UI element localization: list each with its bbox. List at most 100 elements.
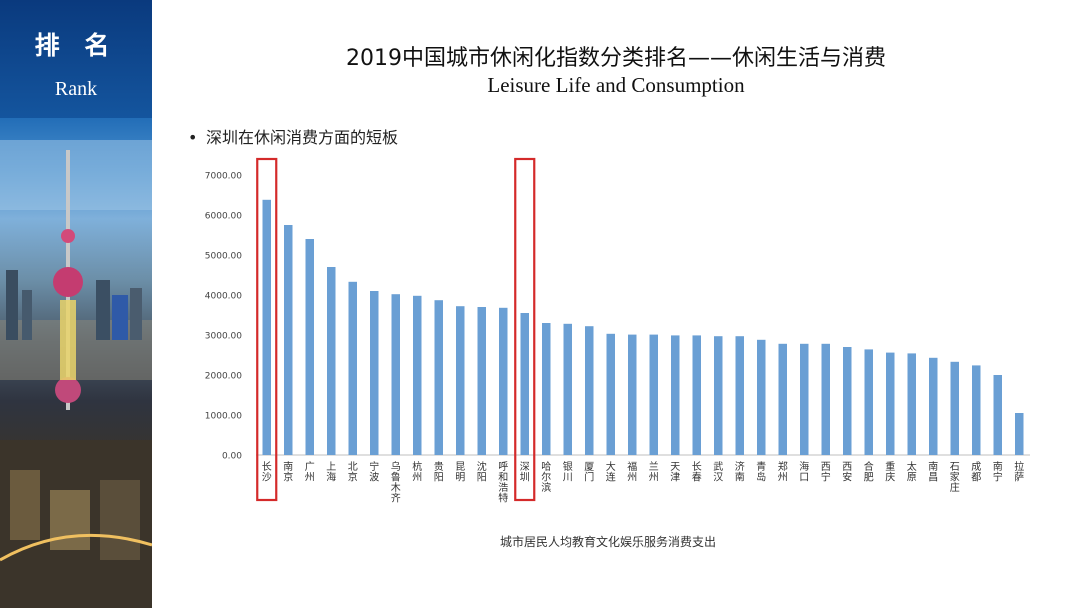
y-tick-label: 1000.00 [205, 412, 242, 422]
rank-title-zh: 排 名 [34, 31, 118, 60]
x-tick-label: 津 [670, 472, 680, 484]
x-tick-label: 西 [821, 462, 831, 473]
x-tick-label: 海 [799, 460, 809, 473]
x-tick-label-group: 太原 [907, 460, 917, 484]
x-tick-label-group: 石家庄 [950, 462, 960, 494]
bar-郑州 [778, 343, 787, 455]
x-tick-label: 州 [627, 472, 637, 484]
x-tick-label: 昆 [455, 461, 465, 473]
bar-贵阳 [434, 300, 443, 455]
bar-深圳 [520, 313, 529, 455]
x-tick-label-group: 海口 [799, 460, 809, 484]
x-tick-label: 和 [498, 472, 508, 484]
y-tick-label: 6000.00 [205, 212, 242, 222]
rank-title-en: Rank [54, 78, 98, 100]
bar-长沙 [262, 199, 271, 455]
bar-长春 [692, 335, 701, 455]
x-tick-label: 汉 [713, 472, 723, 484]
x-tick-label: 天 [670, 462, 680, 473]
x-tick-label: 川 [563, 473, 573, 484]
x-tick-label-group: 长沙 [262, 461, 272, 484]
bar-武汉 [714, 336, 723, 455]
bar-海口 [800, 343, 809, 455]
x-tick-label: 原 [907, 472, 917, 484]
x-tick-label: 上 [326, 461, 336, 473]
x-tick-label-group: 南京 [283, 460, 293, 484]
bullet-text: 深圳在休闲消费方面的短板 [206, 128, 399, 147]
x-tick-label-group: 昆明 [455, 461, 465, 484]
bar-济南 [735, 336, 744, 455]
bar-厦门 [585, 326, 594, 455]
bar-石家庄 [950, 361, 959, 455]
page-title-en: Leisure Life and Consumption [487, 73, 745, 97]
bar-银川 [563, 323, 572, 455]
x-tick-label: 贵 [434, 460, 444, 473]
x-tick-label: 哈 [541, 460, 551, 473]
x-tick-label: 肥 [864, 472, 874, 484]
x-tick-label: 南 [993, 460, 1003, 473]
x-tick-label: 太 [907, 460, 917, 473]
x-tick-label-group: 天津 [670, 462, 680, 484]
x-tick-label: 昌 [928, 472, 938, 484]
x-tick-label: 阳 [477, 472, 487, 484]
x-tick-label: 合 [864, 460, 874, 473]
x-tick-label-group: 贵阳 [434, 460, 444, 484]
page-title-zh: 2019中国城市休闲化指数分类排名——休闲生活与消费 [346, 46, 886, 71]
x-tick-label: 圳 [520, 472, 530, 484]
bar-南京 [284, 225, 293, 455]
x-tick-label-group: 武汉 [713, 460, 723, 484]
x-tick-label-group: 福州 [627, 460, 637, 484]
x-tick-label: 长 [262, 461, 272, 473]
x-tick-label: 海 [326, 471, 336, 484]
x-tick-label-group: 拉萨 [1014, 460, 1024, 484]
x-tick-label-group: 深圳 [520, 461, 530, 484]
x-tick-label: 南 [735, 471, 745, 484]
x-tick-label-group: 上海 [326, 461, 336, 484]
bar-昆明 [456, 306, 465, 455]
x-tick-label: 春 [692, 472, 702, 484]
x-tick-label-group: 银川 [563, 460, 573, 484]
x-tick-label-group: 大连 [606, 460, 616, 484]
x-tick-label: 拉 [1014, 460, 1024, 473]
x-tick-label-group: 哈尔滨 [541, 460, 551, 494]
x-tick-label: 鲁 [391, 471, 401, 484]
x-tick-label: 齐 [391, 492, 401, 505]
x-tick-label: 兰 [649, 460, 659, 473]
x-tick-label: 萨 [1014, 472, 1024, 484]
x-tick-label: 银 [563, 460, 573, 473]
x-tick-label-group: 厦门 [584, 461, 594, 484]
x-tick-label: 长 [692, 461, 702, 473]
x-tick-label: 石 [950, 462, 960, 473]
bullet-marker: • [188, 128, 198, 147]
x-tick-label: 安 [842, 471, 852, 484]
x-tick-label: 宁 [993, 471, 1003, 484]
bar-乌鲁木齐 [391, 294, 400, 455]
x-tick-label: 南 [283, 460, 293, 473]
x-tick-label: 波 [369, 471, 379, 484]
x-tick-label: 阳 [434, 472, 444, 484]
x-tick-label-group: 郑州 [778, 460, 788, 484]
y-tick-label: 2000.00 [205, 372, 242, 382]
highlight-box-长沙 [256, 157, 278, 502]
x-tick-label-group: 宁波 [369, 460, 379, 484]
x-tick-label: 杭 [412, 460, 422, 473]
bar-宁波 [370, 291, 379, 455]
sidebar-city-photo: 排 名 Rank [0, 0, 152, 608]
bar-太原 [907, 353, 916, 455]
x-tick-label: 口 [799, 473, 809, 484]
x-tick-label: 郑 [778, 460, 788, 473]
bar-南昌 [929, 357, 938, 455]
bar-北京 [348, 281, 357, 455]
x-tick-label: 北 [348, 461, 358, 473]
y-tick-label: 5000.00 [205, 252, 242, 262]
x-tick-label-group: 重庆 [885, 460, 895, 484]
x-tick-label: 宁 [821, 471, 831, 484]
x-tick-label-group: 合肥 [864, 460, 874, 484]
x-axis-label: 城市居民人均教育文化娱乐服务消费支出 [500, 534, 716, 549]
x-tick-label: 济 [735, 460, 745, 473]
x-tick-label: 乌 [391, 460, 401, 473]
x-tick-label-group: 长春 [692, 461, 702, 484]
bar-重庆 [886, 352, 895, 455]
